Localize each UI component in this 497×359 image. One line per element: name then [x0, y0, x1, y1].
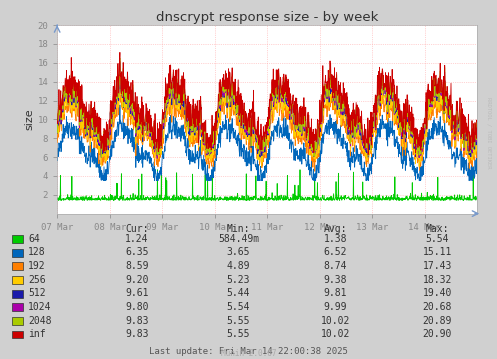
Text: 9.81: 9.81	[324, 288, 347, 298]
Text: 9.38: 9.38	[324, 275, 347, 285]
Text: 10.02: 10.02	[321, 316, 350, 326]
Text: 10.02: 10.02	[321, 329, 350, 339]
Text: 5.23: 5.23	[227, 275, 250, 285]
Text: 20.68: 20.68	[422, 302, 452, 312]
Text: 9.80: 9.80	[125, 302, 149, 312]
Text: 6.35: 6.35	[125, 247, 149, 257]
Text: 5.44: 5.44	[227, 288, 250, 298]
Text: 9.83: 9.83	[125, 329, 149, 339]
Text: Avg:: Avg:	[324, 224, 347, 234]
Text: Munin 2.0.67: Munin 2.0.67	[221, 349, 276, 358]
Text: Max:: Max:	[425, 224, 449, 234]
Text: RRDTOOL / TOBI OETIKER: RRDTOOL / TOBI OETIKER	[486, 97, 491, 169]
Text: 5.55: 5.55	[227, 316, 250, 326]
Text: 5.54: 5.54	[425, 234, 449, 244]
Text: 9.20: 9.20	[125, 275, 149, 285]
Text: 1.38: 1.38	[324, 234, 347, 244]
Text: 9.99: 9.99	[324, 302, 347, 312]
Text: 512: 512	[28, 288, 46, 298]
Text: Last update: Fri Mar 14 22:00:38 2025: Last update: Fri Mar 14 22:00:38 2025	[149, 346, 348, 356]
Text: 20.90: 20.90	[422, 329, 452, 339]
Text: 20.89: 20.89	[422, 316, 452, 326]
Text: 15.11: 15.11	[422, 247, 452, 257]
Title: dnscrypt response size - by week: dnscrypt response size - by week	[156, 11, 378, 24]
Text: Min:: Min:	[227, 224, 250, 234]
Text: 256: 256	[28, 275, 46, 285]
Text: 2048: 2048	[28, 316, 52, 326]
Text: 5.55: 5.55	[227, 329, 250, 339]
Text: 9.83: 9.83	[125, 316, 149, 326]
Text: 1.24: 1.24	[125, 234, 149, 244]
Text: 64: 64	[28, 234, 40, 244]
Text: 8.74: 8.74	[324, 261, 347, 271]
Text: 584.49m: 584.49m	[218, 234, 259, 244]
Text: inf: inf	[28, 329, 46, 339]
Text: 8.59: 8.59	[125, 261, 149, 271]
Text: 1024: 1024	[28, 302, 52, 312]
Text: 18.32: 18.32	[422, 275, 452, 285]
Text: 3.65: 3.65	[227, 247, 250, 257]
Text: 17.43: 17.43	[422, 261, 452, 271]
Text: 5.54: 5.54	[227, 302, 250, 312]
Text: 4.89: 4.89	[227, 261, 250, 271]
Text: 192: 192	[28, 261, 46, 271]
Text: 19.40: 19.40	[422, 288, 452, 298]
Text: 128: 128	[28, 247, 46, 257]
Text: 6.52: 6.52	[324, 247, 347, 257]
Text: 9.61: 9.61	[125, 288, 149, 298]
Y-axis label: size: size	[24, 108, 35, 130]
Text: Cur:: Cur:	[125, 224, 149, 234]
